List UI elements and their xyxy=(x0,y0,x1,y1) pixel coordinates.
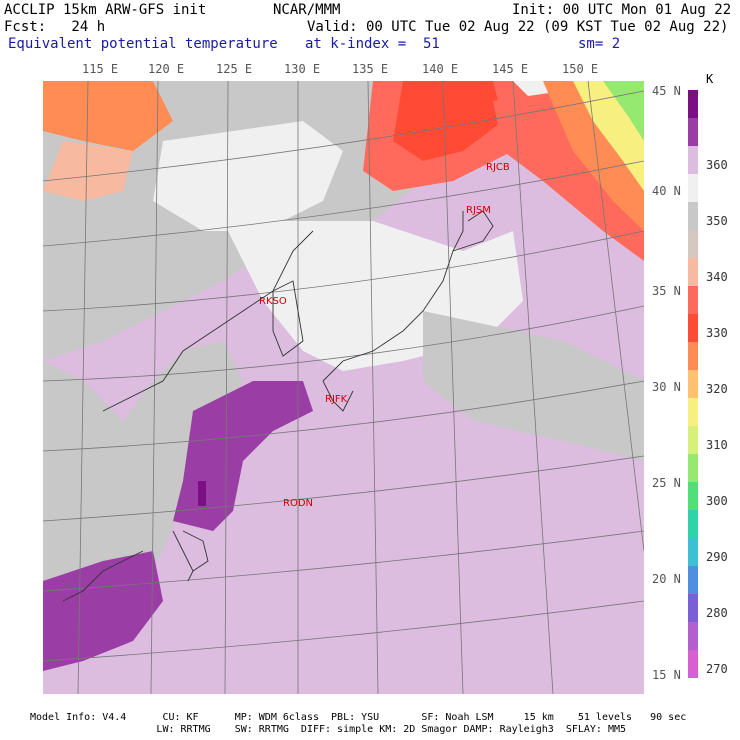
region-warm-northwest xyxy=(43,81,173,151)
theta-e-map xyxy=(43,81,644,694)
region-salmon-northwest xyxy=(43,141,133,201)
colorbar-swatch xyxy=(688,482,698,510)
lat-label: 25 N xyxy=(652,476,681,490)
colorbar-swatch xyxy=(688,622,698,650)
colorbar-swatch xyxy=(688,594,698,622)
station-label: RODN xyxy=(283,498,313,509)
institution-label: NCAR/MMM xyxy=(273,2,341,18)
colorbar-label: 320 xyxy=(706,382,728,396)
lon-label: 115 E xyxy=(82,62,119,76)
graticule xyxy=(43,81,644,694)
lat-label: 20 N xyxy=(652,572,681,586)
colorbar-swatch xyxy=(688,566,698,594)
region-gray-china xyxy=(43,341,243,591)
model-title: ACCLIP 15km ARW-GFS init xyxy=(4,2,207,18)
colorbar-swatch xyxy=(688,118,698,146)
lat-label: 45 N xyxy=(652,84,681,98)
lat-label: 35 N xyxy=(652,284,681,298)
lat-label: 15 N xyxy=(652,668,681,682)
lon-label: 130 E xyxy=(284,62,321,76)
colorbar-swatch xyxy=(688,538,698,566)
colorbar-label: 270 xyxy=(706,662,728,676)
region-purple-southwest xyxy=(43,551,163,671)
colorbar-swatch xyxy=(688,146,698,174)
colorbar-label: 300 xyxy=(706,494,728,508)
colorbar-swatch xyxy=(688,90,698,118)
station-label: RJCB xyxy=(486,162,510,173)
init-time: Init: 00 UTC Mon 01 Aug 22 xyxy=(512,2,732,18)
colorbar-unit: K xyxy=(706,72,714,86)
lon-label: 145 E xyxy=(492,62,529,76)
model-info-line2: LW: RRTMG SW: RRTMG DIFF: simple KM: 2D … xyxy=(30,724,627,735)
colorbar-label: 280 xyxy=(706,606,728,620)
region-green-northeast xyxy=(603,81,644,141)
colorbar-swatch xyxy=(688,230,698,258)
colorbar-label: 350 xyxy=(706,214,728,228)
colorbar-swatch xyxy=(688,258,698,286)
colorbar-swatch xyxy=(688,286,698,314)
field-name: Equivalent potential temperature xyxy=(8,36,278,52)
colorbar-label: 360 xyxy=(706,158,728,172)
colorbar-swatch xyxy=(688,174,698,202)
region-white-north xyxy=(153,121,343,231)
coastlines xyxy=(62,210,494,602)
colorbar-swatch xyxy=(688,314,698,342)
colorbar-swatch xyxy=(688,650,698,678)
region-dark-purple xyxy=(198,481,206,506)
colorbar-swatch xyxy=(688,202,698,230)
region-purple-center xyxy=(173,381,313,531)
valid-time: Valid: 00 UTC Tue 02 Aug 22 (09 KST Tue … xyxy=(307,19,729,35)
lon-label: 125 E xyxy=(216,62,253,76)
model-info-line1: Model Info: V4.4 CU: KF MP: WDM 6class P… xyxy=(30,712,687,723)
level-index: at k-index = 51 xyxy=(305,36,440,52)
lon-label: 135 E xyxy=(352,62,389,76)
colorbar-swatch xyxy=(688,370,698,398)
colorbar-label: 290 xyxy=(706,550,728,564)
smoothing-label: sm= 2 xyxy=(578,36,621,52)
lat-label: 40 N xyxy=(652,184,681,198)
station-label: RJFK xyxy=(325,394,348,405)
lon-label: 150 E xyxy=(562,62,599,76)
lon-label: 120 E xyxy=(148,62,185,76)
colorbar-label: 330 xyxy=(706,326,728,340)
region-red-core xyxy=(393,81,503,161)
colorbar-swatch xyxy=(688,454,698,482)
forecast-hour: Fcst: 24 h xyxy=(4,19,106,35)
colorbar-swatch xyxy=(688,426,698,454)
colorbar-swatch xyxy=(688,510,698,538)
station-label: RKSO xyxy=(259,296,287,307)
station-label: RJSM xyxy=(466,205,491,216)
colorbar-swatch xyxy=(688,398,698,426)
region-gray-east xyxy=(423,311,644,461)
colorbar-label: 340 xyxy=(706,270,728,284)
colorbar-label: 310 xyxy=(706,438,728,452)
lat-label: 30 N xyxy=(652,380,681,394)
lon-label: 140 E xyxy=(422,62,459,76)
colorbar-swatch xyxy=(688,342,698,370)
